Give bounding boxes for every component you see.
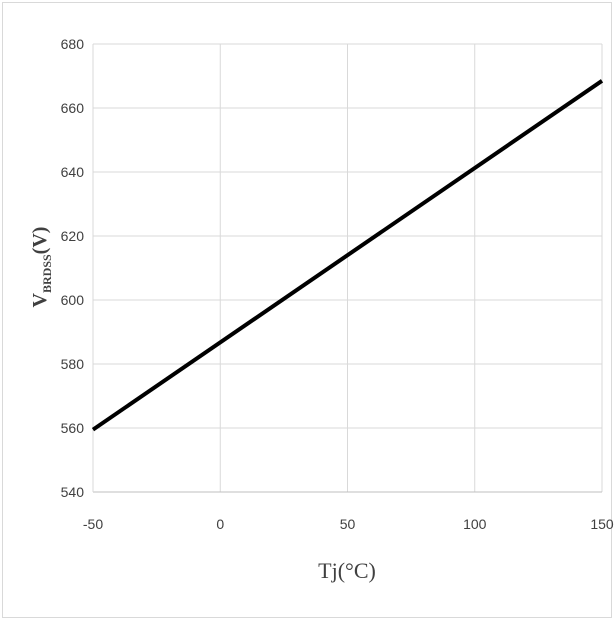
y-tick-label: 600 xyxy=(61,292,85,308)
y-axis-label: VBRDSS(V) xyxy=(29,227,54,308)
y-tick-label: 540 xyxy=(61,484,85,500)
y-tick-label: 620 xyxy=(61,228,85,244)
y-tick-label: 660 xyxy=(61,100,85,116)
y-axis-label-subscript: BRDSS xyxy=(40,254,54,293)
x-tick-label: 50 xyxy=(340,516,356,532)
x-tick-label: 100 xyxy=(463,516,487,532)
series-line xyxy=(91,79,604,432)
x-tick-label: 0 xyxy=(216,516,224,532)
y-axis-label-main: V xyxy=(29,292,51,307)
y-tick-label: 560 xyxy=(61,420,85,436)
series-layer xyxy=(91,79,604,432)
axes xyxy=(92,44,602,493)
grid xyxy=(93,43,603,492)
y-tick-label: 680 xyxy=(61,36,85,52)
y-tick-labels: 540 560 580 600 620 640 660 680 xyxy=(61,36,85,500)
x-tick-label: -50 xyxy=(83,516,103,532)
y-axis-label-unit: (V) xyxy=(29,227,51,255)
x-axis-label: Tj(°C) xyxy=(318,558,376,583)
y-tick-label: 640 xyxy=(61,164,85,180)
x-tick-label: 150 xyxy=(590,516,614,532)
x-tick-labels: -50 0 50 100 150 xyxy=(83,516,614,532)
y-tick-label: 580 xyxy=(61,356,85,372)
